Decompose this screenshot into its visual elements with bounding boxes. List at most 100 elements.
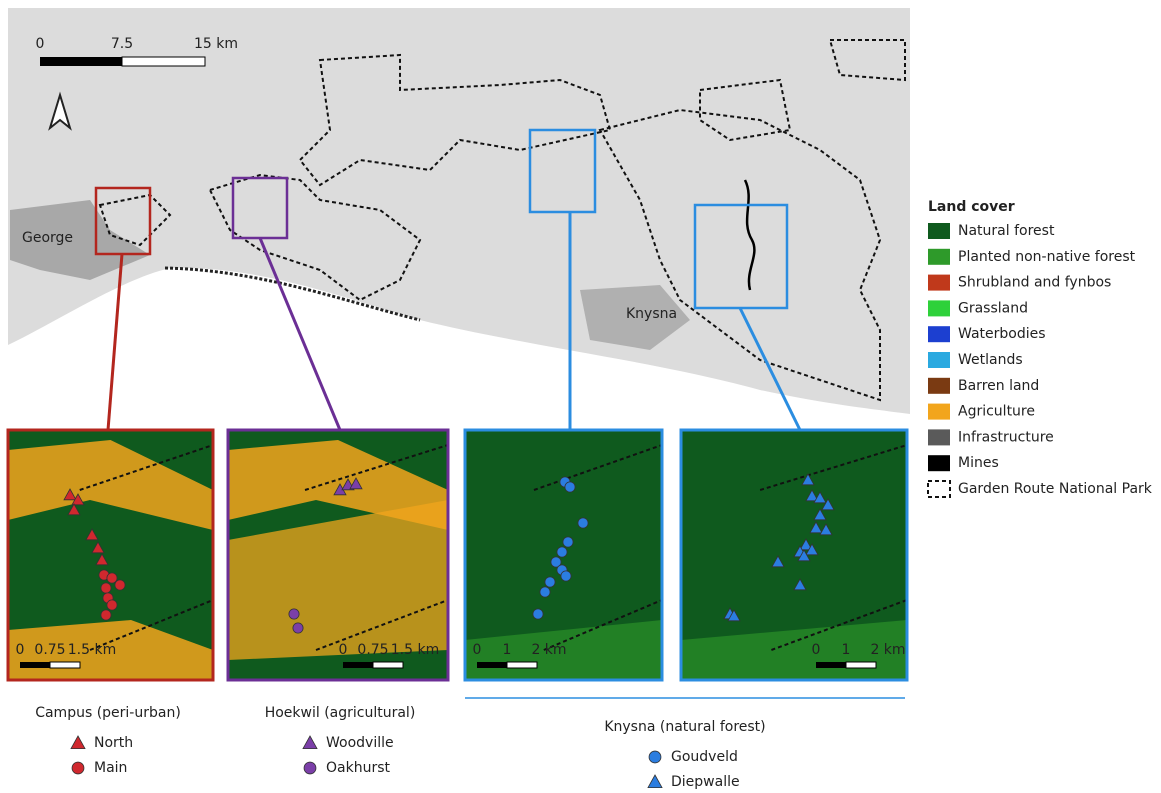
legend-swatch [928, 248, 950, 265]
site-marker [797, 549, 811, 562]
inset-agriculture [8, 440, 213, 530]
scale-label: 0 [36, 36, 45, 52]
group-caption: Campus (peri-urban) [35, 705, 181, 721]
site-marker [303, 761, 317, 775]
site-marker [91, 541, 105, 554]
scale-bar [372, 661, 404, 669]
site-marker [349, 477, 363, 490]
park-boundary [208, 173, 422, 302]
scale-bar [49, 661, 81, 669]
site-label: North [94, 735, 133, 751]
site-marker [544, 576, 556, 588]
site-marker [100, 582, 112, 594]
site-marker [106, 572, 118, 584]
connector [106, 253, 124, 431]
inset-frame [6, 428, 215, 682]
site-marker [71, 493, 85, 506]
legend-swatch [928, 223, 950, 239]
inset-agriculture [228, 440, 448, 530]
site-marker [550, 556, 562, 568]
legend-swatch [927, 480, 951, 498]
inset-map: 0 1 2 km [463, 428, 664, 682]
site-label: Oakhurst [326, 760, 391, 776]
site-marker [821, 498, 835, 511]
connector [258, 237, 342, 431]
legend-label: Grassland [958, 300, 1028, 316]
park-boundary [79, 444, 214, 651]
site-marker [292, 622, 304, 634]
scale-bar [506, 661, 538, 669]
site-label: Diepwalle [671, 774, 740, 789]
site-label: Woodville [326, 735, 394, 751]
legend-title: Land cover [928, 199, 1015, 215]
park-boundary [533, 444, 663, 651]
site-marker [562, 536, 574, 548]
connector [738, 307, 802, 431]
group-caption: Hoekwil (agricultural) [265, 705, 416, 721]
inset-map: 0 0.75 1.5 km [226, 428, 450, 682]
legend-swatch [928, 455, 950, 472]
site-marker [793, 578, 807, 591]
site-marker [647, 774, 663, 788]
legend-label: Wetlands [958, 352, 1023, 368]
park-boundary [598, 108, 882, 402]
overview-map: 0 7.5 15 km George Knysna [8, 8, 910, 431]
inset-map: 0 0.75 1.5 km [6, 428, 215, 682]
site-marker [63, 488, 77, 501]
legend-label: Waterbodies [958, 326, 1046, 342]
inset-frame [226, 428, 450, 682]
park-boundary [828, 39, 906, 82]
park-boundary [98, 193, 172, 247]
sea [8, 267, 910, 420]
scale-label: 0 [339, 642, 348, 658]
site-marker [85, 528, 99, 541]
site-marker [577, 517, 589, 529]
legend-label: Garden Route National Park [958, 481, 1153, 497]
urban-george [10, 200, 150, 280]
site-marker [71, 761, 85, 775]
site-marker [727, 609, 741, 622]
site-marker [813, 508, 827, 521]
park-boundary [699, 78, 792, 142]
site-marker [564, 481, 576, 493]
scale-label: 15 km [194, 36, 238, 52]
group-caption: Knysna (natural forest) [604, 719, 765, 735]
site-box [94, 186, 152, 256]
site-marker [106, 599, 118, 611]
legend-label: Natural forest [958, 223, 1055, 239]
site-marker [805, 489, 819, 502]
site-marker [560, 570, 572, 582]
inset-map: 0 1 2 km [679, 428, 909, 682]
legend-swatch [928, 377, 950, 394]
site-marker [805, 543, 819, 556]
park-boundary [298, 53, 612, 187]
legend-label: Barren land [958, 378, 1039, 394]
site-marker [813, 491, 827, 504]
legend-swatch [928, 403, 950, 420]
scale-label: 0.75 [34, 642, 65, 658]
scale-label: 1.5 km [68, 642, 116, 658]
inset-frame [463, 428, 664, 682]
site-marker [771, 555, 785, 568]
north-arrow [48, 91, 72, 131]
place-label: George [22, 230, 73, 246]
site-marker [801, 473, 815, 486]
legend-label: Planted non-native forest [958, 249, 1136, 265]
inset-agriculture [228, 500, 448, 660]
site-marker [539, 586, 551, 598]
road [743, 179, 756, 291]
legend-label: Infrastructure [958, 429, 1054, 445]
legend-swatch [928, 352, 950, 368]
place-label: Knysna [626, 306, 677, 322]
site-marker [114, 579, 126, 591]
site-marker [95, 553, 109, 566]
legend-swatch [928, 274, 950, 291]
scale-label: 0 [16, 642, 25, 658]
legend-label: Agriculture [958, 404, 1035, 420]
scale-bar [343, 662, 373, 668]
site-marker [288, 608, 300, 620]
site-marker [67, 503, 81, 516]
site-box [528, 128, 597, 214]
scale-label: 1 [503, 642, 512, 658]
